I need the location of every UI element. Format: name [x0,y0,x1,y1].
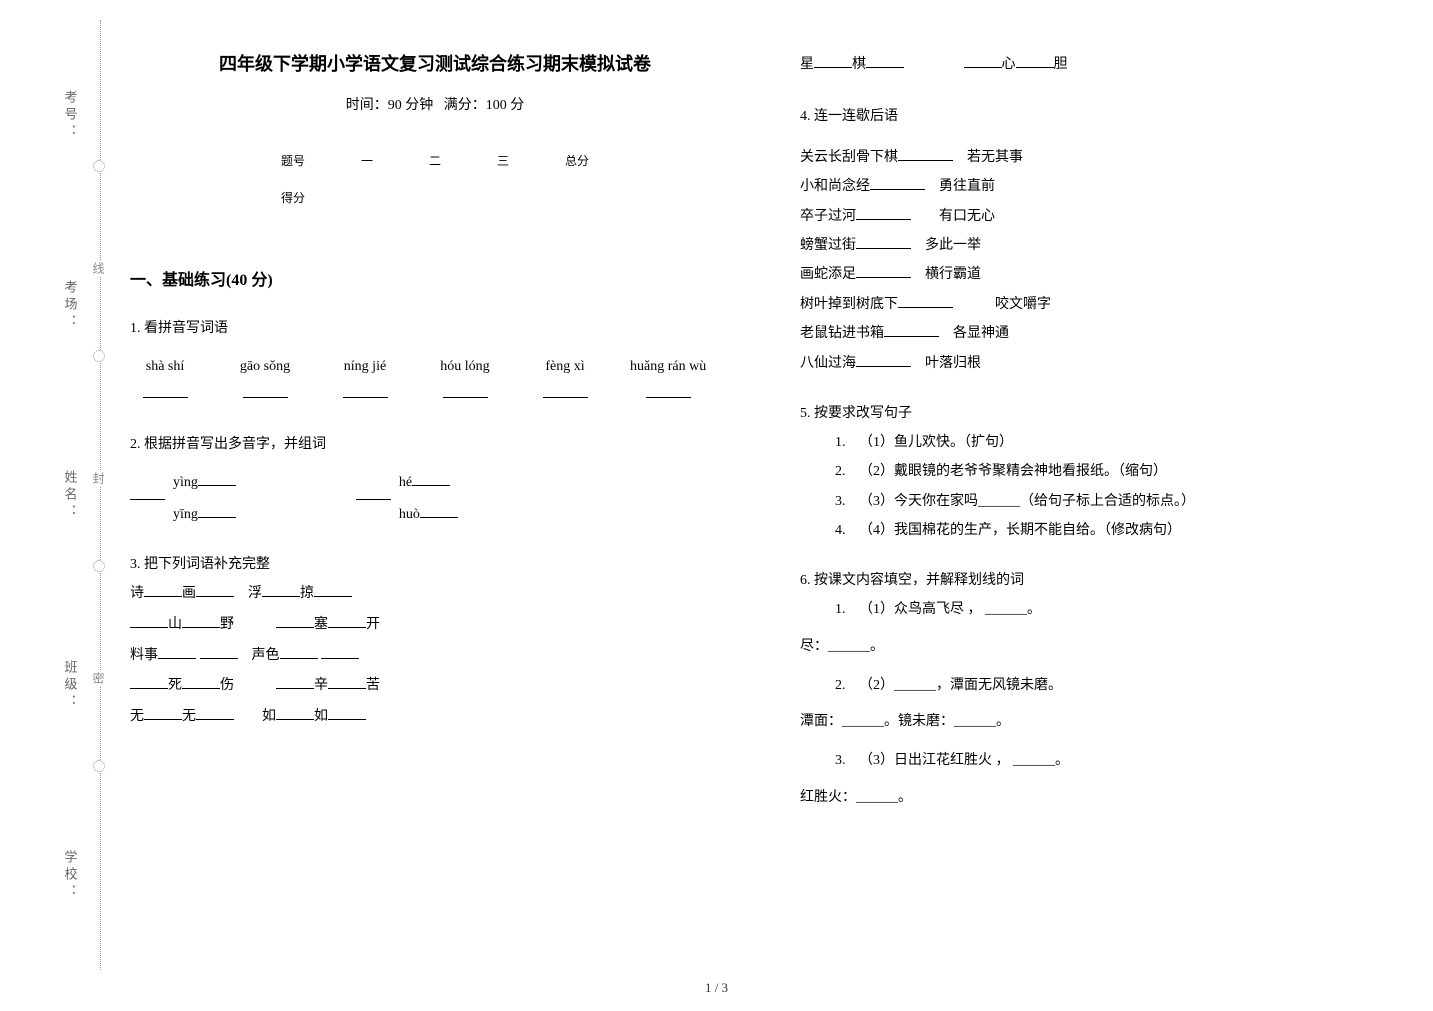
brace-group: yìng yīng [130,469,236,529]
pinyin-cell: hóu lóng [430,353,500,409]
xiehouyu-line: 画蛇添足 横行霸道 [800,260,1410,289]
binding-label: 姓名： [61,470,80,521]
pinyin: hóu lóng [440,359,489,374]
pinyin: gāo sǒng [240,359,290,374]
page-content: 四年级下学期小学语文复习测试综合练习期末模拟试卷 时间：90 分钟 满分：100… [130,50,1410,834]
char: 心 [1002,57,1016,72]
dot-circle-icon [93,760,105,772]
question-1: 1. 看拼音写词语 shà shí gāo sǒng níng jié hóu … [130,315,740,409]
subitem-list: 2.（2）______，潭面无风镜未磨。 [800,671,1410,700]
pinyin: huò [399,507,420,522]
question-3: 3. 把下列词语补充完整 诗画 浮掠 山野 塞开 料事 声色 死伤 辛苦 无无 … [130,551,740,733]
td: 得分 [253,179,333,216]
th: 总分 [537,142,617,179]
xiehouyu-line: 关云长刮骨下棋 若无其事 [800,143,1410,172]
th: 题号 [253,142,333,179]
xiehouyu-line: 八仙过海 叶落归根 [800,349,1410,378]
idiom-line: 山野 塞开 [130,610,740,641]
dotline-label: 密 [90,670,107,686]
time-label: 时间：90 分钟 [346,98,434,113]
fullscore-label: 满分：100 分 [444,98,525,113]
dot-circle-icon [93,560,105,572]
q3-label: 3. 把下列词语补充完整 [130,551,740,579]
xiehouyu-line: 老鼠钻进书箱 各显神通 [800,319,1410,348]
list-item: 4.（4）我国棉花的生产，长期不能自给。（修改病句） [835,516,1410,545]
question-4: 4. 连一连歇后语 关云长刮骨下棋 若无其事 小和尚念经 勇往直前 卒子过河 有… [800,103,1410,378]
q1-label: 1. 看拼音写词语 [130,315,740,343]
pinyin-cell: níng jié [330,353,400,409]
char: 胆 [1054,57,1068,72]
q6-label: 6. 按课文内容填空，并解释划线的词 [800,567,1410,595]
q4-label: 4. 连一连歇后语 [800,103,1410,131]
list-item: 2.（2）戴眼镜的老爷爷聚精会神地看报纸。（缩句） [835,457,1410,486]
xiehouyu-line: 螃蟹过街 多此一举 [800,231,1410,260]
idiom-line: 料事 声色 [130,641,740,672]
brace-dash [356,499,391,500]
binding-label: 考号： [61,90,80,141]
brace-dash [130,499,165,500]
q5-label: 5. 按要求改写句子 [800,400,1410,428]
q2-label: 2. 根据拼音写出多音字，并组词 [130,431,740,459]
explain-line: 尽：______。 [800,633,1410,661]
left-column: 四年级下学期小学语文复习测试综合练习期末模拟试卷 时间：90 分钟 满分：100… [130,50,740,834]
dotline-label: 线 [90,260,107,276]
table-row: 题号 一 二 三 总分 [253,142,617,179]
dot-circle-icon [93,350,105,362]
list-item: 1.（1）众鸟高飞尽 ， ______。 [835,595,1410,624]
pinyin: huǎng rán wù [630,359,706,374]
idiom-line-cont: 星棋 心胆 [800,50,1410,81]
explain-line: 潭面：______。镜未磨：______。 [800,708,1410,736]
char: 星 [800,57,814,72]
pinyin-cell: huǎng rán wù [630,353,706,409]
th: 三 [469,142,537,179]
idiom-line: 死伤 辛苦 [130,671,740,702]
list-item: 3.（3）日出江花红胜火 ， ______。 [835,746,1410,775]
exam-subtitle: 时间：90 分钟 满分：100 分 [130,94,740,114]
pinyin-cell: fèng xì [530,353,600,409]
question-6: 6. 按课文内容填空，并解释划线的词 1.（1）众鸟高飞尽 ， ______。 … [800,567,1410,811]
pinyin: yīng [173,507,198,522]
pinyin-row: shà shí gāo sǒng níng jié hóu lóng fèng … [130,353,740,409]
list-item: 3.（3）今天你在家吗______（给句子标上合适的标点。） [835,487,1410,516]
score-table: 题号 一 二 三 总分 得分 [253,142,617,216]
subitem-list: 1.（1）众鸟高飞尽 ， ______。 [800,595,1410,624]
brace-group: hé huò [356,469,458,529]
xiehouyu-line: 小和尚念经 勇往直前 [800,172,1410,201]
th: 一 [333,142,401,179]
idiom-line: 无无 如如 [130,702,740,733]
section-head: 一、基础练习(40 分) [130,266,740,290]
char: 棋 [852,57,866,72]
list-item: 1.（1）鱼儿欢快。（扩句） [835,428,1410,457]
pinyin: hé [399,475,412,490]
multisound-row: yìng yīng hé huò [130,469,740,529]
xiehouyu-line: 卒子过河 有口无心 [800,202,1410,231]
pinyin: fèng xì [545,359,584,374]
idiom-line: 诗画 浮掠 [130,579,740,610]
pinyin-cell: gāo sǒng [230,353,300,409]
xiehouyu-line: 树叶掉到树底下 咬文嚼字 [800,290,1410,319]
subitem-list: 1.（1）鱼儿欢快。（扩句） 2.（2）戴眼镜的老爷爷聚精会神地看报纸。（缩句）… [800,428,1410,546]
idiom-list: 诗画 浮掠 山野 塞开 料事 声色 死伤 辛苦 无无 如如 [130,579,740,733]
page-number: 1 / 3 [0,980,1433,996]
pinyin: yìng [173,475,198,490]
binding-label: 考场： [61,280,80,331]
binding-label: 学校： [61,850,80,901]
right-column: 星 棋 心 胆 4. 连一连歇后语 关云长刮骨下棋 若无其事 小和尚念经 勇往直前 … [800,50,1410,834]
dotline-label: 封 [90,470,107,486]
exam-title: 四年级下学期小学语文复习测试综合练习期末模拟试卷 [130,50,740,76]
subitem-list: 3.（3）日出江花红胜火 ， ______。 [800,746,1410,775]
question-2: 2. 根据拼音写出多音字，并组词 yìng yīng hé huò [130,431,740,529]
question-5: 5. 按要求改写句子 1.（1）鱼儿欢快。（扩句） 2.（2）戴眼镜的老爷爷聚精… [800,400,1410,546]
table-row: 得分 [253,179,617,216]
binding-label: 班级： [61,660,80,711]
binding-strip: 考号： 考场： 姓名： 班级： 学校： [55,20,85,970]
th: 二 [401,142,469,179]
pinyin: níng jié [344,359,386,374]
pinyin-cell: shà shí [130,353,200,409]
explain-line: 红胜火：______。 [800,784,1410,812]
dot-circle-icon [93,160,105,172]
list-item: 2.（2）______，潭面无风镜未磨。 [835,671,1410,700]
pinyin: shà shí [146,359,185,374]
